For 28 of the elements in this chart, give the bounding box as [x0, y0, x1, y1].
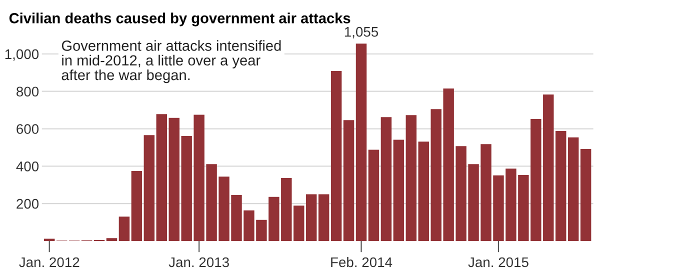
bar [318, 194, 330, 241]
bar [568, 137, 579, 241]
bar [131, 171, 142, 241]
bar [356, 44, 367, 241]
bar [580, 148, 592, 241]
bar [144, 135, 155, 241]
bar [393, 140, 404, 241]
chart-title: Civilian deaths caused by government air attacks [9, 12, 350, 26]
x-tick-label: Jan. 2012 [19, 257, 80, 268]
bar [343, 120, 354, 241]
annotation: 1,055 [344, 26, 378, 38]
y-tick-label: 600 [16, 124, 39, 134]
bar [330, 70, 342, 241]
bar [380, 117, 392, 241]
y-tick-label: 400 [16, 162, 39, 172]
x-tick-label: Feb. 2014 [331, 256, 392, 268]
bar [368, 150, 380, 241]
bar [118, 216, 130, 241]
bar [306, 194, 317, 241]
bar [106, 238, 118, 241]
x-tick-label: Jan. 2013 [168, 257, 229, 268]
y-tick-label: 800 [16, 86, 39, 97]
y-tick-label: 200 [16, 198, 39, 209]
x-tick-label: Jan. 2015 [468, 257, 528, 268]
annotation: Government air attacks intensified in mid-2012, a little over a year after the war began. [62, 40, 281, 84]
bar [406, 115, 417, 241]
bar [156, 114, 168, 241]
y-tick-label: 1,000 [5, 49, 39, 61]
